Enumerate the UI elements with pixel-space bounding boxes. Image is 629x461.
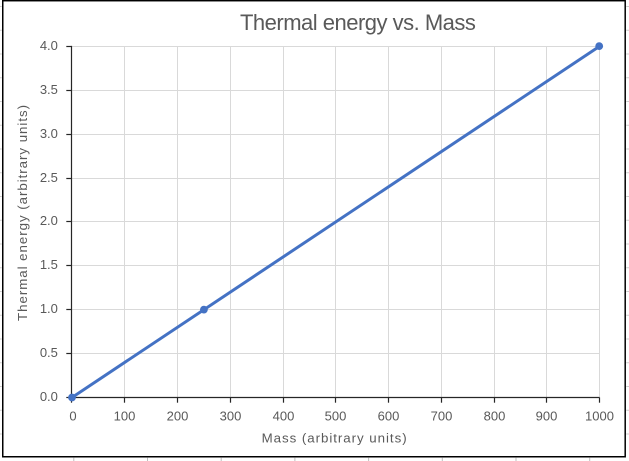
svg-text:1.5: 1.5 (40, 257, 58, 272)
svg-text:0.5: 0.5 (40, 345, 58, 360)
svg-text:600: 600 (378, 409, 400, 424)
svg-text:500: 500 (325, 409, 347, 424)
svg-text:Thermal energy vs. Mass: Thermal energy vs. Mass (240, 10, 476, 35)
svg-text:Thermal energy (arbitrary unit: Thermal energy (arbitrary units) (15, 104, 30, 321)
svg-text:300: 300 (220, 409, 242, 424)
svg-text:0: 0 (69, 409, 76, 424)
svg-text:200: 200 (167, 409, 189, 424)
svg-text:0.0: 0.0 (40, 389, 58, 404)
svg-text:3.0: 3.0 (40, 126, 58, 141)
svg-text:Mass (arbitrary units): Mass (arbitrary units) (262, 431, 408, 446)
svg-text:1.0: 1.0 (40, 301, 58, 316)
svg-text:400: 400 (273, 409, 295, 424)
svg-text:3.5: 3.5 (40, 82, 58, 97)
svg-text:2.5: 2.5 (40, 170, 58, 185)
svg-text:700: 700 (431, 409, 453, 424)
svg-text:800: 800 (484, 409, 506, 424)
svg-text:2.0: 2.0 (40, 213, 58, 228)
svg-text:4.0: 4.0 (40, 38, 58, 53)
svg-text:100: 100 (114, 409, 136, 424)
svg-text:900: 900 (536, 409, 558, 424)
svg-text:1000: 1000 (585, 409, 614, 424)
